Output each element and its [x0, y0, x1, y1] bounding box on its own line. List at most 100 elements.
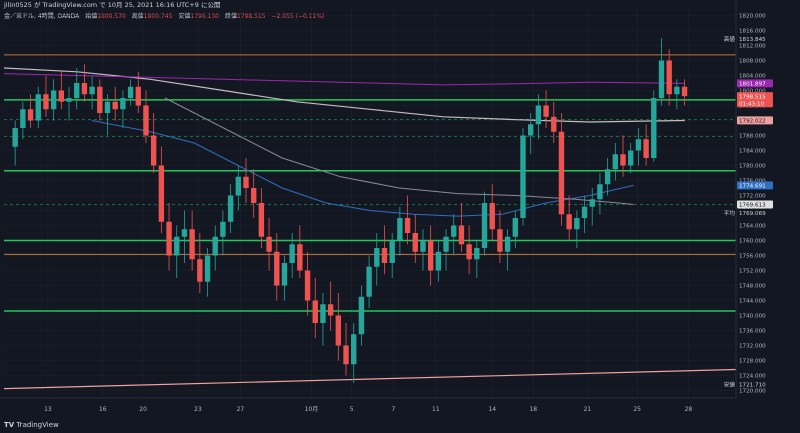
y-tick-label: 1820.000	[739, 14, 766, 20]
candle-body	[120, 98, 126, 110]
candle-body	[451, 225, 457, 237]
candle-body	[297, 244, 303, 271]
candle-body	[250, 188, 257, 203]
y-tick-label: 1720.000	[739, 389, 766, 395]
price-tag-value: 1813.845	[739, 37, 766, 43]
x-tick-label: 23	[194, 406, 202, 413]
y-tick-label: 1760.000	[739, 239, 766, 245]
price-tag-value: 01:43:10	[739, 101, 765, 107]
candle-body	[674, 86, 680, 95]
y-tick-label: 1780.000	[739, 164, 766, 170]
candle-body	[81, 83, 88, 95]
footer: 𝗧𝗩 TradingView	[0, 418, 800, 433]
candle-body	[366, 266, 372, 297]
x-tick-label: 14	[488, 406, 496, 413]
change-value: −2.055 (−0.11%)	[271, 13, 325, 20]
price-tag-value: 1792.022	[739, 119, 766, 125]
candle-body	[404, 218, 411, 233]
y-tick-label: 1784.000	[739, 149, 766, 155]
y-tick-label: 1724.000	[739, 374, 766, 380]
candle-body	[628, 150, 634, 166]
candle-body	[320, 304, 326, 323]
x-tick-label: 21	[584, 406, 592, 413]
candle-body	[50, 90, 57, 110]
candle-body	[189, 229, 195, 260]
price-tag-value: 1801.897	[739, 82, 766, 88]
brand-label: TradingView	[16, 421, 59, 429]
candle-body	[497, 229, 503, 252]
candle-body	[612, 154, 619, 170]
candle-body	[58, 90, 65, 102]
candle-body	[566, 214, 572, 230]
price-tag-label: 高値	[724, 35, 736, 43]
candle-body	[597, 184, 603, 200]
candle-body	[27, 109, 34, 121]
x-tick-label: 18	[529, 406, 537, 413]
candle-body	[412, 233, 418, 252]
price-tag-value: 1774.691	[739, 184, 766, 190]
candle-body	[535, 105, 542, 125]
y-tick-label: 1732.000	[739, 344, 766, 350]
candle-body	[220, 221, 226, 237]
candle-body	[104, 101, 111, 113]
open-label: 始値	[85, 13, 98, 20]
y-tick-label: 1736.000	[739, 329, 766, 335]
candle-body	[150, 135, 157, 166]
candle-body	[604, 169, 611, 185]
candle-body	[358, 296, 365, 335]
trendline	[3, 368, 737, 390]
price-tag-value: 1769.613	[739, 203, 766, 209]
x-tick-label: 28	[685, 406, 693, 413]
price-tag-label: 安値	[724, 380, 736, 388]
price-tag-label: 平均	[724, 209, 736, 217]
candle-body	[558, 131, 565, 215]
x-tick-label: 5	[350, 406, 354, 413]
y-tick-label: 1740.000	[739, 314, 766, 320]
candle-body	[389, 240, 395, 263]
x-tick-label: 16	[99, 406, 107, 413]
y-tick-label: 1788.000	[739, 134, 766, 140]
candle-body	[574, 218, 580, 230]
high-label: 高値	[131, 13, 144, 20]
candle-body	[312, 300, 318, 323]
x-tick-label: 25	[633, 406, 641, 413]
candle-body	[158, 165, 165, 222]
low-value: 1796.130	[190, 13, 220, 20]
candle-body	[43, 94, 49, 110]
candle-body	[466, 244, 472, 260]
candle-body	[474, 248, 480, 260]
candle-body	[20, 109, 26, 128]
ma-line-blue	[91, 120, 634, 217]
candle-body	[420, 240, 426, 252]
time-axis: 13 16 20 23 27 10月 5 7 11 14 18 21 25 28	[0, 397, 736, 413]
x-tick-label: 27	[237, 406, 245, 413]
candle-body	[435, 251, 442, 271]
candle-body	[304, 270, 311, 301]
candle-body	[374, 248, 380, 267]
y-tick-label: 1816.000	[739, 29, 766, 35]
high-value: 1800.745	[143, 13, 173, 20]
x-tick-label: 7	[392, 406, 396, 413]
candle-body	[266, 236, 272, 252]
close-value: 1798.515	[236, 13, 266, 20]
price-tag	[737, 99, 773, 108]
y-tick-label: 1728.000	[739, 359, 766, 365]
price-axis: 1820.000 1816.000 1812.000 1808.000 1804.000…	[735, 0, 766, 398]
candle-body	[443, 236, 449, 252]
candle-body	[581, 206, 588, 218]
price-tag	[737, 380, 773, 389]
candle-body	[174, 236, 180, 256]
symbol-label[interactable]: 金／米ドル, 4時間, OANDA	[4, 13, 80, 20]
candle-body	[527, 124, 534, 136]
y-tick-label: 1800.000	[739, 89, 766, 95]
candle-body	[166, 221, 172, 256]
price-tag-label-bg	[722, 34, 736, 43]
price-tag	[737, 116, 773, 125]
candle-body	[89, 86, 95, 95]
candle-body	[381, 248, 388, 263]
candle-body	[551, 116, 557, 132]
candle-body	[504, 236, 511, 252]
y-tick-label: 1772.000	[739, 194, 766, 200]
y-tick-label: 1748.000	[739, 284, 766, 290]
